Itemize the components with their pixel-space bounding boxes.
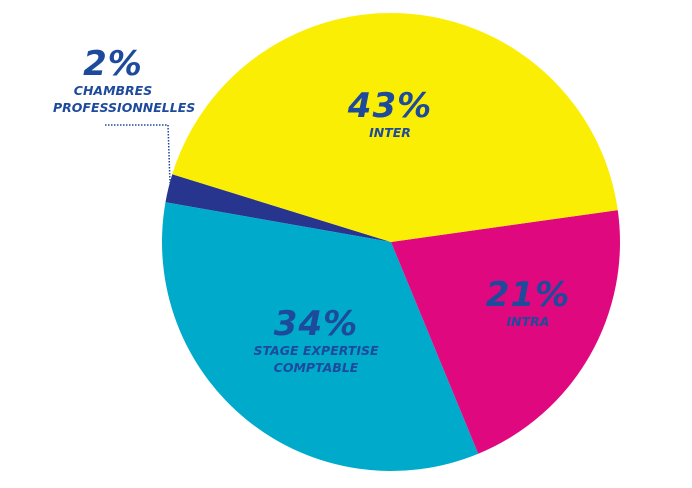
value-label: 21% bbox=[485, 275, 571, 315]
slice-label: 43% INTER bbox=[320, 88, 460, 141]
category-label: INTER bbox=[369, 125, 411, 140]
category-label: INTRA bbox=[506, 314, 550, 329]
pie-slice bbox=[161, 202, 479, 472]
pie-slice bbox=[391, 210, 620, 454]
category-label: STAGE EXPERTISE COMPTABLE bbox=[253, 343, 379, 375]
slice-label: 2% CHAMBRES PROFESSIONNELLES bbox=[53, 44, 196, 116]
slice-label: 34% STAGE EXPERTISE COMPTABLE bbox=[241, 306, 391, 376]
pie-slice bbox=[172, 12, 618, 242]
value-label: 43% bbox=[347, 86, 433, 126]
value-label: 2% bbox=[83, 44, 143, 84]
leader-line bbox=[167, 124, 171, 184]
pie-slice bbox=[165, 174, 391, 242]
category-label: CHAMBRES PROFESSIONNELLES bbox=[53, 83, 196, 115]
value-label: 34% bbox=[273, 304, 359, 344]
slice-label: 21% INTRA bbox=[458, 277, 598, 330]
